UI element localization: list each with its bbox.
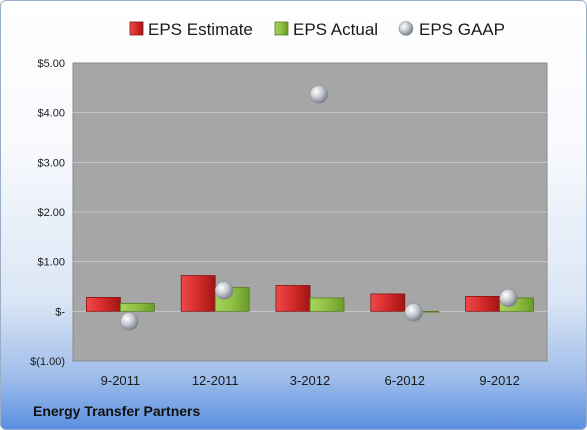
- legend-label-estimate: EPS Estimate: [148, 20, 253, 39]
- estimate-bar: [275, 285, 311, 312]
- bars: [86, 275, 535, 313]
- x-tick-label: 9-2011: [101, 373, 141, 388]
- company-name: Energy Transfer Partners: [33, 403, 201, 419]
- y-tick-label: $-: [55, 306, 65, 318]
- actual-bar: [309, 297, 345, 312]
- y-tick-label: $4.00: [37, 108, 65, 120]
- x-axis-ticks: 9-2011 12-2011 3-2012 6-2012 9-2012: [101, 373, 520, 388]
- y-tick-label: $3.00: [37, 157, 65, 169]
- y-tick-label: $1.00: [37, 257, 65, 269]
- legend-swatch-actual: [274, 21, 289, 36]
- legend-label-gaap: EPS GAAP: [419, 20, 505, 39]
- legend: EPS Estimate EPS Actual EPS GAAP: [129, 20, 505, 39]
- gaap-point: [120, 311, 139, 331]
- y-tick-label: $(1.00): [30, 356, 65, 368]
- actual-bar: [120, 302, 155, 312]
- y-tick-label: $5.00: [37, 58, 65, 70]
- estimate-bar: [180, 275, 216, 312]
- gaap-point: [404, 303, 424, 322]
- y-axis-ticks: $5.00 $4.00 $3.00 $2.00 $1.00 $- $(1.00): [30, 58, 65, 368]
- estimate-bar: [370, 293, 406, 312]
- x-tick-label: 9-2012: [479, 373, 519, 388]
- gaap-point: [309, 84, 329, 104]
- estimate-bar: [86, 297, 121, 312]
- gaap-point: [214, 281, 234, 300]
- legend-swatch-gaap: [398, 21, 414, 36]
- legend-label-actual: EPS Actual: [293, 20, 378, 39]
- x-tick-label: 6-2012: [385, 373, 425, 388]
- y-tick-label: $2.00: [37, 207, 65, 219]
- x-tick-label: 12-2011: [192, 373, 239, 388]
- x-tick-label: 3-2012: [290, 373, 330, 388]
- estimate-bar: [465, 296, 501, 312]
- gaap-points: [120, 84, 518, 331]
- gaap-point: [499, 288, 518, 308]
- legend-swatch-estimate: [129, 21, 144, 36]
